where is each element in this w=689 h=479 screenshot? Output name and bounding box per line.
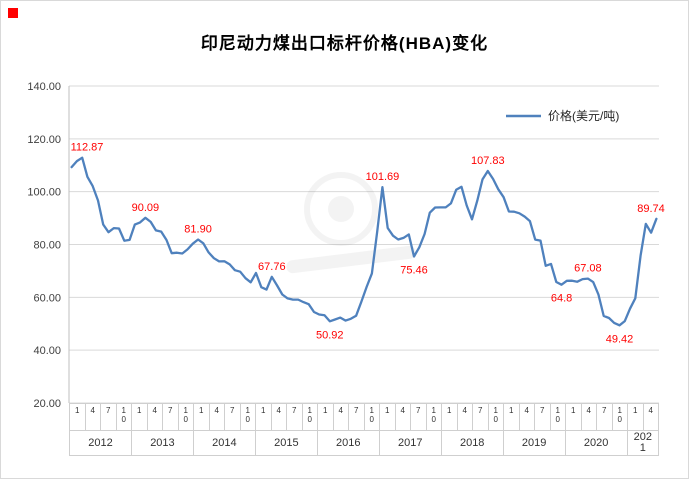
x-tick-cell: 1	[317, 404, 333, 430]
x-tick-cell: 1	[565, 404, 581, 430]
x-year-cell: 2018	[440, 431, 503, 455]
x-year-cell: 2012	[88, 436, 113, 449]
x-tick-cell: 4	[394, 404, 411, 430]
data-label: 90.09	[132, 202, 160, 214]
x-tick-cell: 7	[534, 404, 550, 430]
x-year-cell: 2017	[378, 431, 441, 455]
x-tick-cell: 4	[332, 404, 349, 430]
x-tick-cell: 4	[456, 404, 473, 430]
data-label: 89.74	[637, 203, 665, 215]
red-corner-mark	[8, 8, 18, 18]
x-tick-cell: 1 0	[363, 404, 380, 430]
y-tick-label: 80.00	[33, 240, 61, 252]
x-tick-cell: 1 0	[239, 404, 256, 430]
x-axis-year-row: 2012 2013 2014 2015 2016 2017 2018 2019 2020 202 …	[70, 430, 658, 455]
x-year-cell: 2016	[316, 431, 379, 455]
x-tick-cell: 4	[580, 404, 597, 430]
data-label: 67.76	[258, 261, 286, 273]
x-tick-cell: 7	[410, 404, 426, 430]
data-label: 101.69	[366, 171, 400, 183]
watermark	[286, 172, 416, 274]
x-tick-cell: 1 0	[115, 404, 132, 430]
x-tick-cell: 1	[627, 404, 643, 430]
price-line	[70, 156, 658, 327]
x-tick-cell: 1	[131, 404, 147, 430]
x-year-cell: 2019	[502, 431, 565, 455]
x-year-cell: 202 1	[626, 431, 658, 455]
x-tick-cell: 1	[503, 404, 519, 430]
x-tick-cell: 4	[518, 404, 535, 430]
x-tick-cell: 7	[348, 404, 364, 430]
x-tick-cell: 1 0	[425, 404, 442, 430]
y-tick-label: 20.00	[33, 398, 61, 410]
x-tick-cell: 7	[596, 404, 612, 430]
data-label: 67.08	[574, 263, 602, 275]
x-tick-cell: 7	[162, 404, 178, 430]
data-label: 112.87	[71, 142, 104, 154]
x-tick-cell: 1	[193, 404, 209, 430]
x-year-cell: 2020	[564, 431, 627, 455]
y-tick-label: 120.00	[27, 134, 61, 146]
x-tick-cell: 7	[472, 404, 488, 430]
x-tick-cell: 4	[270, 404, 287, 430]
x-year-cell: 2013	[130, 431, 193, 455]
x-tick-cell: 4	[146, 404, 163, 430]
y-tick-label: 100.00	[27, 187, 61, 199]
y-tick-label: 140.00	[27, 81, 61, 93]
x-tick-cell: 1 0	[301, 404, 318, 430]
y-tick-label: 60.00	[33, 292, 61, 304]
chart-canvas: 140.00 120.00 100.00 80.00 60.00 40.00 20.00 价格…	[27, 81, 665, 410]
x-tick-cell: 1 0	[177, 404, 194, 430]
x-tick-cell: 7	[286, 404, 302, 430]
x-tick-cell: 7	[100, 404, 116, 430]
x-year-cell: 2015	[254, 431, 317, 455]
x-year-cell: 2014	[192, 431, 255, 455]
x-tick-cell: 1 0	[487, 404, 504, 430]
x-tick-cell: 1	[379, 404, 395, 430]
data-label: 107.83	[471, 155, 505, 167]
x-tick-cell: 7	[224, 404, 240, 430]
x-tick-cell: 1 0	[611, 404, 628, 430]
y-tick-label: 40.00	[33, 345, 61, 357]
x-tick-cell: 4	[208, 404, 225, 430]
x-tick-cell: 4	[642, 404, 659, 430]
data-label: 49.42	[606, 333, 634, 345]
data-label: 50.92	[316, 329, 344, 341]
data-label: 64.8	[551, 293, 572, 305]
x-tick-cell: 1	[75, 406, 80, 415]
legend-label: 价格(美元/吨)	[548, 108, 619, 123]
x-tick-cell: 1 0	[549, 404, 566, 430]
x-tick-cell: 4	[84, 404, 101, 430]
data-label: 81.90	[184, 223, 212, 235]
chart-title: 印尼动力煤出口标杆价格(HBA)变化	[200, 34, 489, 53]
x-tick-cell: 1	[255, 404, 271, 430]
data-label: 75.46	[400, 264, 428, 276]
x-tick-cell: 1	[441, 404, 457, 430]
